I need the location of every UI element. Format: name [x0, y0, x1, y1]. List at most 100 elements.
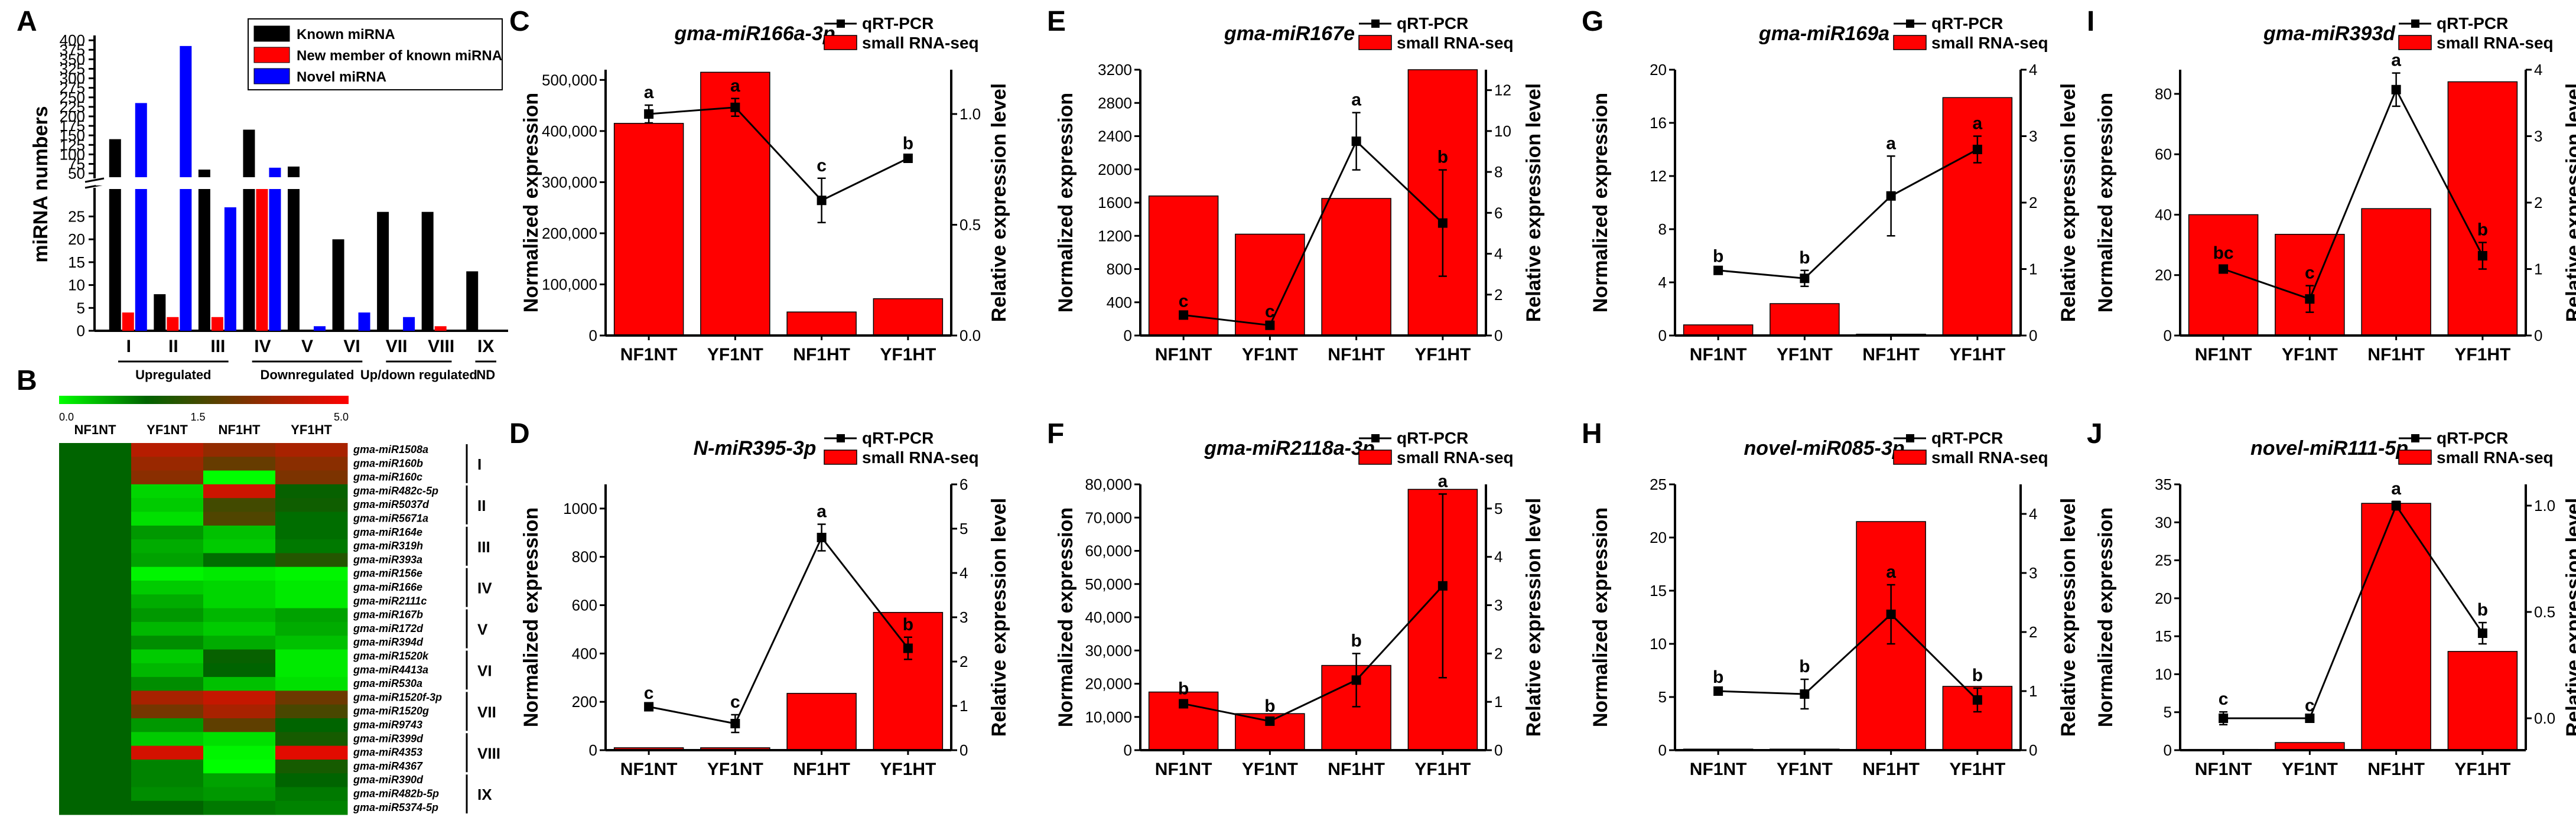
y-tick-label-E: 2800: [1098, 94, 1132, 112]
heatmap-row-label: gma-miR1520g: [353, 705, 429, 717]
y2-tick-label-C: 0.5: [960, 216, 981, 234]
heatmap-cell: [59, 512, 132, 526]
heatmap-row-label: gma-miR482c-5p: [353, 485, 438, 497]
qrt-pcr-point-D: [644, 702, 654, 712]
qrt-pcr-point-G: [1886, 191, 1896, 201]
y-tick-label-A: 15: [68, 253, 85, 271]
legend-swatch-E: [1358, 35, 1392, 50]
y-tick-label-F: 60,000: [1085, 542, 1132, 560]
heatmap-cell: [275, 677, 348, 691]
bar-A-known-mirna: [466, 271, 479, 331]
y-tick-label-F: 40,000: [1085, 608, 1132, 626]
heatmap-cell: [59, 677, 132, 691]
heatmap-cell: [59, 745, 132, 760]
bar-A-new-member-of-known-mirna: [211, 317, 223, 331]
y-tick-label-I: 60: [2155, 145, 2172, 163]
y-tick-label-E: 0: [1124, 327, 1132, 344]
heatmap-cell: [59, 636, 132, 650]
y-tick-label-C: 300,000: [542, 173, 597, 191]
y-tick-label-E: 3200: [1098, 61, 1132, 79]
chart-title-D: N-miR395-3p: [694, 437, 817, 460]
bar-E: [1321, 198, 1391, 336]
legend-swatch-G: [1893, 35, 1927, 50]
legend-swatch-H: [1893, 450, 1927, 465]
heatmap-row-label: gma-miR5374-5p: [353, 802, 438, 813]
y2-axis-title-J: Relative expression level: [2562, 498, 2576, 737]
x-tick-label-A: V: [301, 337, 313, 356]
group-label-A: ND: [476, 367, 495, 382]
bar-A-known-mirna: [377, 211, 389, 331]
heatmap-cell: [59, 663, 132, 678]
y2-tick-label-D: 2: [960, 653, 968, 670]
significance-letter-D: c: [730, 692, 740, 712]
bar-C: [613, 123, 684, 336]
heatmap-column-label: YF1HT: [291, 422, 332, 437]
y2-axis-title-D: Relative expression level: [988, 498, 1010, 737]
y-tick-label-A: 20: [68, 230, 85, 248]
y-tick-label-J: 20: [2155, 590, 2172, 607]
x-tick-label-A: IV: [254, 337, 271, 356]
significance-letter-E: c: [1265, 302, 1275, 321]
bar-A-known-mirna: [421, 211, 434, 331]
y2-tick-label-I: 2: [2534, 194, 2542, 211]
y2-tick-label-E: 10: [1494, 122, 1511, 140]
heatmap-cell: [131, 745, 204, 760]
qrt-pcr-line-H: [1718, 613, 1978, 701]
heatmap-row-label: gma-miR166e: [353, 581, 422, 593]
heatmap-cell: [275, 553, 348, 568]
x-tick-label-A: IX: [477, 337, 494, 356]
y-axis-title-G: Normalized expression: [1589, 93, 1612, 312]
bar-A-novel-mirna: [135, 189, 147, 331]
y-tick-label-E: 800: [1107, 260, 1132, 278]
y2-axis-title-C: Relative expression level: [988, 83, 1010, 322]
heatmap-cell: [59, 594, 132, 609]
y-tick-label-C: 0: [589, 327, 597, 344]
x-tick-label-D: YF1HT: [880, 760, 936, 779]
heatmap-cell: [275, 649, 348, 664]
color-scale-bar: [59, 396, 349, 404]
heatmap-cell: [131, 553, 204, 568]
x-tick-label-D: YF1NT: [707, 760, 763, 779]
chart-C: gma-miR166a-3p 0 100,000 200,000 300,000 400,…: [520, 14, 1010, 364]
qrt-pcr-point-I: [2391, 84, 2401, 95]
heatmap-row-label: gma-miR399d: [353, 732, 424, 744]
bar-A-known-mirna: [288, 189, 300, 331]
legend-label-J: qRT-PCR: [2437, 429, 2508, 447]
heatmap-cell: [131, 566, 204, 581]
heatmap-cell: [275, 539, 348, 553]
heatmap-cell: [275, 581, 348, 595]
heatmap-cell: [59, 484, 132, 499]
y-tick-label-G: 0: [1658, 327, 1667, 344]
y2-tick-label-H: 1: [2029, 682, 2037, 700]
y2-tick-label-G: 4: [2029, 61, 2037, 79]
chart-H: novel-miR085-3p 0 5 10 15 20 25 0 1 2 3 4 NF1NT YF1NT…: [1589, 429, 2080, 779]
heatmap-group-label: VIII: [477, 744, 500, 762]
bar-A-known-mirna: [243, 129, 255, 177]
heatmap-cell: [275, 594, 348, 609]
significance-letter-J: a: [2391, 479, 2401, 499]
heatmap-cell: [131, 581, 204, 595]
x-tick-label-G: YF1NT: [1777, 345, 1833, 364]
y-tick-label-G: 16: [1650, 114, 1667, 132]
legend-label-F: qRT-PCR: [1397, 429, 1468, 447]
heatmap-cell: [59, 704, 132, 719]
heatmap-row-label: gma-miR319h: [353, 540, 423, 552]
legend-swatch-A: [253, 47, 290, 63]
y2-tick-label-H: 2: [2029, 623, 2037, 641]
y-tick-label-H: 25: [1650, 476, 1667, 493]
heatmap-cell: [59, 553, 132, 568]
heatmap-row-label: gma-miR2111c: [353, 595, 427, 607]
chart-D: N-miR395-3p 0 200 400 600 800 1000 0 1 2 3 4 5 6 NF1NT…: [520, 429, 1010, 779]
heatmap-cell: [131, 636, 204, 650]
heatmap-cell: [203, 745, 276, 760]
y2-tick-label-G: 0: [2029, 327, 2037, 344]
qrt-pcr-line-E: [1183, 139, 1443, 327]
legend-swatch-I: [2398, 35, 2432, 50]
qrt-pcr-point-H: [1713, 686, 1723, 696]
qrt-pcr-point-F: [1437, 581, 1448, 591]
heatmap-group-label: II: [477, 497, 486, 514]
bar-H: [1942, 686, 2013, 751]
y2-tick-label-G: 1: [2029, 260, 2037, 278]
heatmap-row-label: gma-miR530a: [353, 678, 422, 689]
